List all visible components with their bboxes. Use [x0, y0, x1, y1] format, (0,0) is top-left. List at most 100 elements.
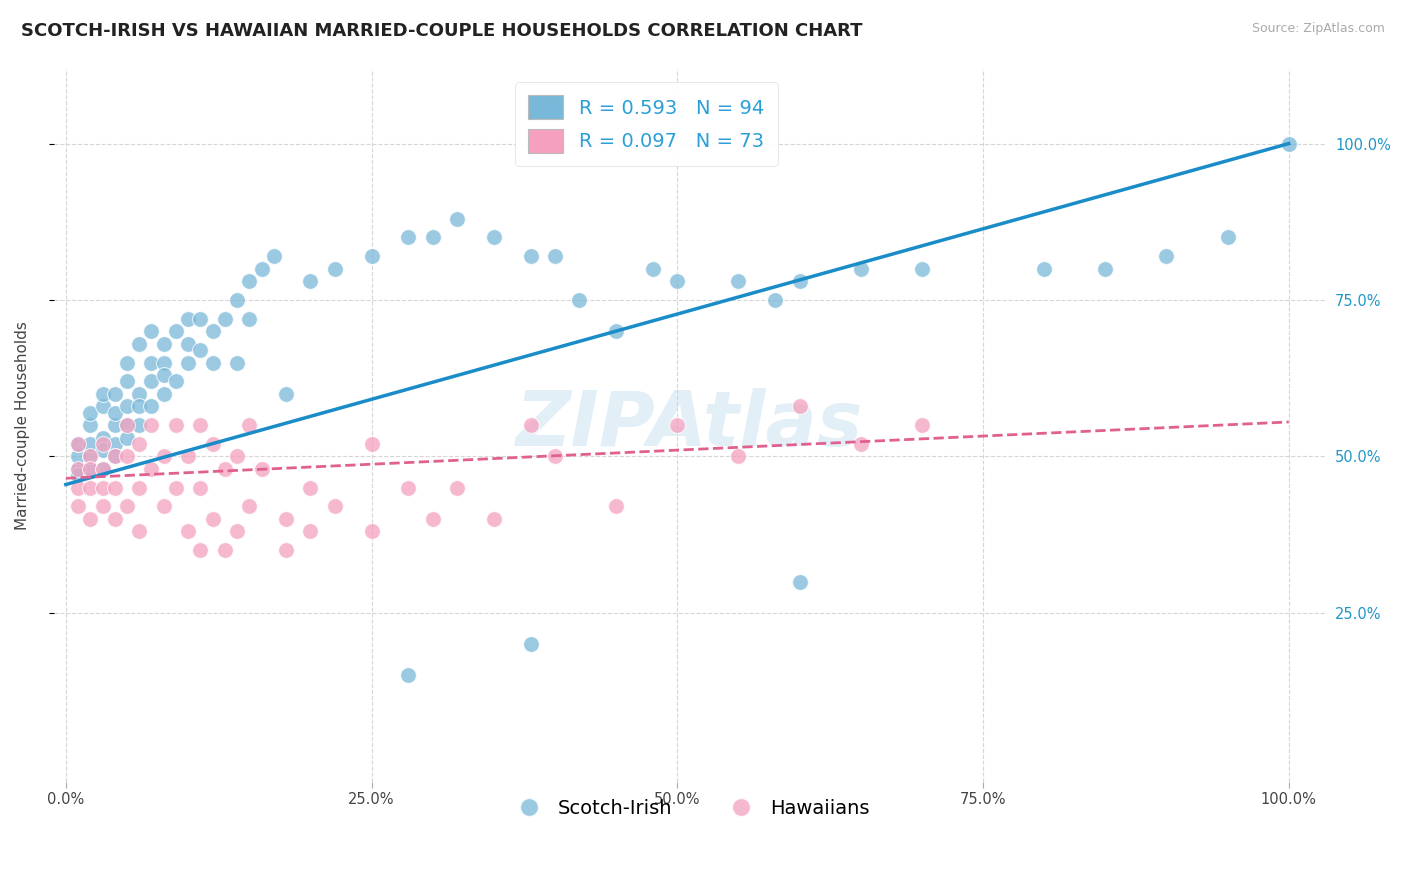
Point — [91, 431, 114, 445]
Point — [274, 387, 297, 401]
Point — [911, 418, 934, 433]
Point — [115, 355, 138, 369]
Point — [274, 543, 297, 558]
Point — [396, 481, 419, 495]
Point — [115, 418, 138, 433]
Point — [128, 387, 150, 401]
Point — [141, 355, 163, 369]
Point — [849, 437, 872, 451]
Point — [323, 500, 346, 514]
Point — [104, 450, 127, 464]
Point — [238, 311, 260, 326]
Point — [128, 437, 150, 451]
Point — [165, 481, 187, 495]
Point — [214, 311, 236, 326]
Point — [104, 387, 127, 401]
Point — [789, 400, 811, 414]
Point — [190, 481, 212, 495]
Point — [299, 524, 322, 539]
Point — [67, 450, 90, 464]
Point — [727, 450, 749, 464]
Point — [91, 500, 114, 514]
Point — [568, 293, 591, 307]
Point — [422, 512, 444, 526]
Point — [226, 524, 249, 539]
Point — [201, 324, 224, 338]
Point — [519, 249, 541, 263]
Point — [446, 211, 468, 226]
Point — [641, 261, 664, 276]
Point — [79, 462, 101, 476]
Point — [104, 406, 127, 420]
Text: ZIPAtlas: ZIPAtlas — [516, 388, 863, 462]
Point — [360, 249, 382, 263]
Point — [67, 462, 90, 476]
Point — [67, 437, 90, 451]
Point — [152, 387, 174, 401]
Point — [1216, 230, 1239, 244]
Point — [360, 524, 382, 539]
Point — [789, 274, 811, 288]
Point — [360, 437, 382, 451]
Point — [115, 450, 138, 464]
Point — [177, 524, 200, 539]
Point — [79, 512, 101, 526]
Point — [67, 481, 90, 495]
Point — [165, 418, 187, 433]
Point — [115, 400, 138, 414]
Point — [519, 637, 541, 651]
Point — [190, 543, 212, 558]
Point — [299, 274, 322, 288]
Point — [141, 418, 163, 433]
Point — [177, 355, 200, 369]
Point — [79, 462, 101, 476]
Point — [141, 374, 163, 388]
Point — [226, 293, 249, 307]
Point — [79, 418, 101, 433]
Point — [128, 400, 150, 414]
Point — [263, 249, 285, 263]
Point — [214, 462, 236, 476]
Y-axis label: Married-couple Households: Married-couple Households — [15, 320, 30, 530]
Point — [128, 524, 150, 539]
Point — [67, 468, 90, 483]
Point — [190, 343, 212, 357]
Point — [763, 293, 786, 307]
Point — [323, 261, 346, 276]
Point — [67, 437, 90, 451]
Point — [238, 418, 260, 433]
Point — [727, 274, 749, 288]
Point — [115, 431, 138, 445]
Point — [141, 324, 163, 338]
Point — [1156, 249, 1178, 263]
Point — [141, 462, 163, 476]
Point — [396, 230, 419, 244]
Point — [1094, 261, 1116, 276]
Point — [226, 450, 249, 464]
Point — [91, 462, 114, 476]
Point — [104, 418, 127, 433]
Point — [91, 387, 114, 401]
Point — [91, 481, 114, 495]
Point — [201, 437, 224, 451]
Point — [789, 574, 811, 589]
Point — [115, 374, 138, 388]
Point — [519, 418, 541, 433]
Point — [201, 512, 224, 526]
Point — [1278, 136, 1301, 151]
Point — [152, 355, 174, 369]
Point — [238, 500, 260, 514]
Text: Source: ZipAtlas.com: Source: ZipAtlas.com — [1251, 22, 1385, 36]
Point — [79, 450, 101, 464]
Point — [91, 462, 114, 476]
Point — [177, 450, 200, 464]
Point — [190, 311, 212, 326]
Point — [115, 500, 138, 514]
Point — [79, 481, 101, 495]
Point — [911, 261, 934, 276]
Point — [141, 400, 163, 414]
Point — [152, 336, 174, 351]
Point — [422, 230, 444, 244]
Point — [79, 406, 101, 420]
Point — [79, 450, 101, 464]
